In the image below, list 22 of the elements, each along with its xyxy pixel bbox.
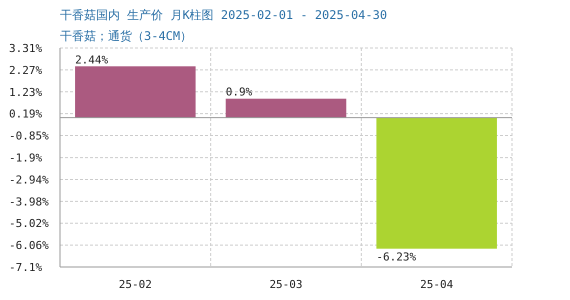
data-label: 0.9% — [226, 86, 253, 99]
bar — [75, 66, 196, 118]
y-tick-label: 1.23% — [9, 86, 42, 99]
x-tick-label: 25-02 — [118, 278, 152, 291]
y-tick-label: -5.02% — [9, 217, 50, 230]
x-tick-label: 25-03 — [269, 278, 303, 291]
bar — [226, 98, 346, 118]
chart-subtitle: 干香菇；通货（3-4CM） — [60, 29, 192, 43]
y-tick-label: -0.85% — [9, 130, 50, 143]
y-tick-label: 3.31% — [9, 42, 42, 55]
data-label: 2.44% — [75, 53, 109, 66]
y-tick-label: 0.19% — [9, 108, 42, 121]
y-tick-label: -6.06% — [9, 239, 50, 252]
bar — [376, 118, 497, 249]
y-tick-label: -2.94% — [9, 173, 50, 186]
y-tick-label: -1.9% — [9, 152, 42, 165]
y-tick-label: 2.27% — [9, 64, 42, 77]
chart-title: 干香菇国内 生产价 月K柱图 2025-02-01 - 2025-04-30 — [60, 8, 388, 22]
y-tick-label: -7.1% — [9, 261, 42, 274]
y-tick-label: -3.98% — [9, 195, 50, 208]
data-label: -6.23% — [376, 250, 417, 264]
x-tick-label: 25-04 — [420, 278, 454, 291]
